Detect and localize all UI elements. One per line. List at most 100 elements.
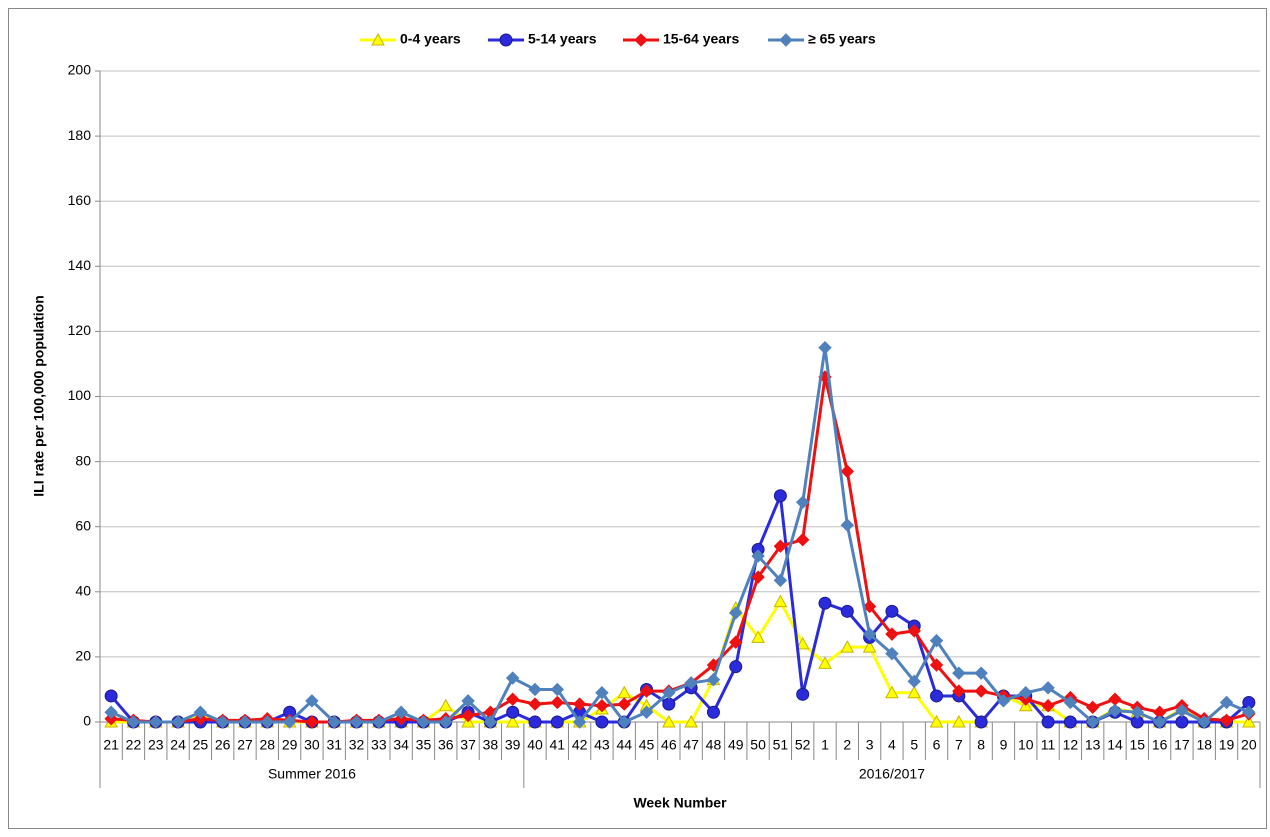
x-tick-label: 12 [1063,737,1079,753]
data-point [818,656,832,669]
x-tick-label: 25 [193,737,209,753]
y-tick-label: 160 [68,192,92,208]
x-tick-label: 41 [550,737,566,753]
data-point [1219,695,1234,710]
data-point [327,715,341,729]
x-tick-label: 29 [282,737,298,753]
data-point [751,549,765,563]
x-tick-label: 51 [773,737,789,753]
data-point [684,676,698,690]
data-point [885,627,899,641]
legend-label: 5-14 years [528,31,597,47]
x-tick-label: 45 [639,737,655,753]
data-point [729,606,743,620]
data-point [149,715,163,729]
legend-label: 0-4 years [400,31,461,47]
x-tick-label: 21 [103,737,119,753]
data-point [907,624,921,638]
data-point [1063,695,1078,710]
x-tick-label: 8 [977,737,985,753]
y-tick-label: 60 [75,517,91,533]
data-point [1041,715,1055,729]
data-point [126,715,141,729]
x-tick-label: 27 [237,737,253,753]
data-point [795,636,810,650]
x-tick-label: 38 [483,737,499,753]
x-tick-label: 48 [706,737,722,753]
x-tick-label: 50 [750,737,766,753]
x-tick-label: 22 [126,737,142,753]
x-tick-label: 23 [148,737,164,753]
data-point [706,672,721,687]
data-point [907,674,921,689]
x-tick-label: 32 [349,737,365,753]
data-point [974,684,988,698]
data-point [572,715,587,729]
data-point [505,692,520,706]
data-point [662,714,676,728]
data-point [1041,699,1055,713]
data-point [952,684,966,698]
data-point [840,640,855,653]
data-point [617,715,631,729]
data-point [282,715,297,729]
x-tick-label: 49 [728,737,744,753]
x-tick-label: 24 [170,737,186,753]
legend-label: 15-64 years [663,31,740,47]
data-point [996,694,1011,708]
data-point [1175,703,1189,718]
data-point [885,604,899,618]
x-tick-label: 2 [843,737,851,753]
data-point [974,666,988,680]
x-tick-label: 20 [1241,737,1257,753]
x-tick-label: 28 [260,737,276,753]
data-point [639,684,654,698]
data-point [505,714,520,728]
data-point [662,697,676,711]
data-point [1085,700,1100,715]
data-point [840,604,854,618]
y-tick-label: 100 [68,387,92,403]
y-tick-label: 120 [68,322,92,338]
x-tick-label: 40 [527,737,543,753]
x-tick-label: 16 [1152,737,1168,753]
y-tick-label: 80 [75,452,91,468]
data-point [595,699,609,713]
data-point [528,697,542,711]
x-tick-label: 19 [1219,737,1235,753]
data-point [305,694,319,708]
series-line [110,494,1250,724]
data-point [394,705,408,719]
data-point [818,596,832,610]
x-tick-label: 33 [371,737,387,753]
data-point [572,697,587,711]
data-point [795,495,810,509]
data-point [595,685,609,700]
x-tick-label: 7 [955,737,963,753]
data-point [840,518,855,532]
data-point [372,715,386,729]
data-point [773,539,788,553]
x-tick-label: 11 [1041,737,1056,753]
x-tick-label: 31 [326,737,342,753]
data-point [1152,715,1167,729]
data-point [885,685,899,699]
data-point [885,646,899,661]
data-point [439,715,453,729]
y-tick-label: 40 [75,583,91,599]
x-tick-label: 4 [888,737,896,753]
data-point [104,689,118,703]
data-point [461,694,475,708]
data-point [1242,714,1256,728]
data-point [505,671,520,685]
x-tick-label: 26 [215,737,231,753]
legend-marker [499,33,513,47]
x-tick-label: 13 [1085,737,1101,753]
data-point [929,633,944,648]
data-point [528,715,542,729]
data-point [349,715,364,729]
data-point [416,715,431,729]
data-point [729,660,743,674]
data-point [550,695,565,710]
